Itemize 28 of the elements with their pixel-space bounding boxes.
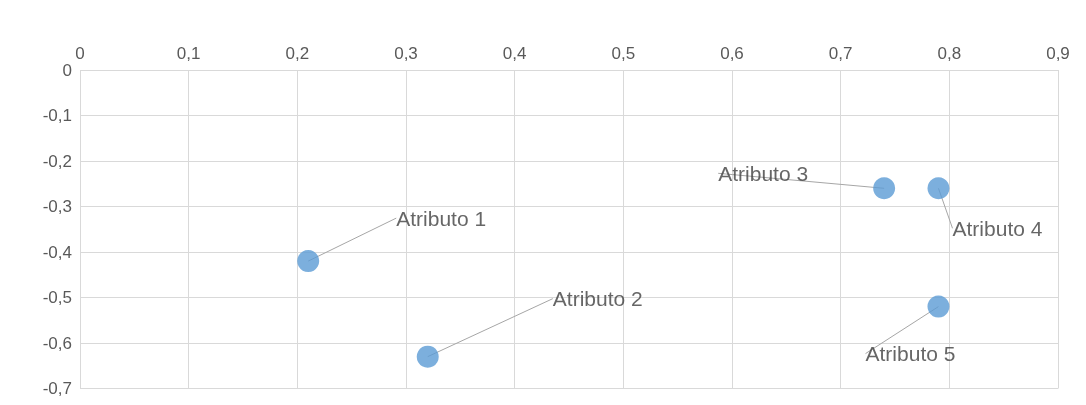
point — [927, 295, 950, 318]
y-tick-label: -0,2 — [42, 151, 72, 171]
annotation: Atributo 3 — [718, 161, 809, 185]
x-tick-label: 0,1 — [176, 44, 201, 63]
y-tick-label: -0,1 — [42, 106, 72, 125]
x-tick-label: 0,3 — [394, 44, 418, 63]
y-tick-label: 0 — [62, 60, 72, 80]
x-tick-label: 0 — [75, 44, 85, 63]
y-tick-label: -0,7 — [42, 379, 72, 398]
x-tick-label: 0,9 — [1046, 44, 1070, 63]
x-tick-label: 0,8 — [937, 44, 962, 63]
annotation: Atributo 4 — [952, 216, 1043, 240]
y-tick-label: -0,4 — [42, 242, 72, 262]
y-tick-label: -0,6 — [42, 333, 72, 353]
point — [416, 345, 439, 368]
annotation: Atributo 2 — [552, 287, 643, 311]
x-tick-label: 0,6 — [720, 44, 744, 63]
annotation: Atributo 1 — [396, 206, 487, 230]
x-tick-label: 0,7 — [828, 44, 853, 63]
point — [297, 250, 320, 273]
point — [927, 177, 950, 200]
y-tick-label: -0,3 — [42, 197, 72, 216]
x-tick-label: 0,5 — [611, 44, 636, 63]
point — [873, 177, 896, 200]
y-tick-label: -0,5 — [42, 288, 72, 307]
annotation: Atributo 5 — [865, 342, 956, 366]
x-tick-label: 0,2 — [285, 44, 310, 63]
x-tick-label: 0,4 — [502, 44, 527, 63]
